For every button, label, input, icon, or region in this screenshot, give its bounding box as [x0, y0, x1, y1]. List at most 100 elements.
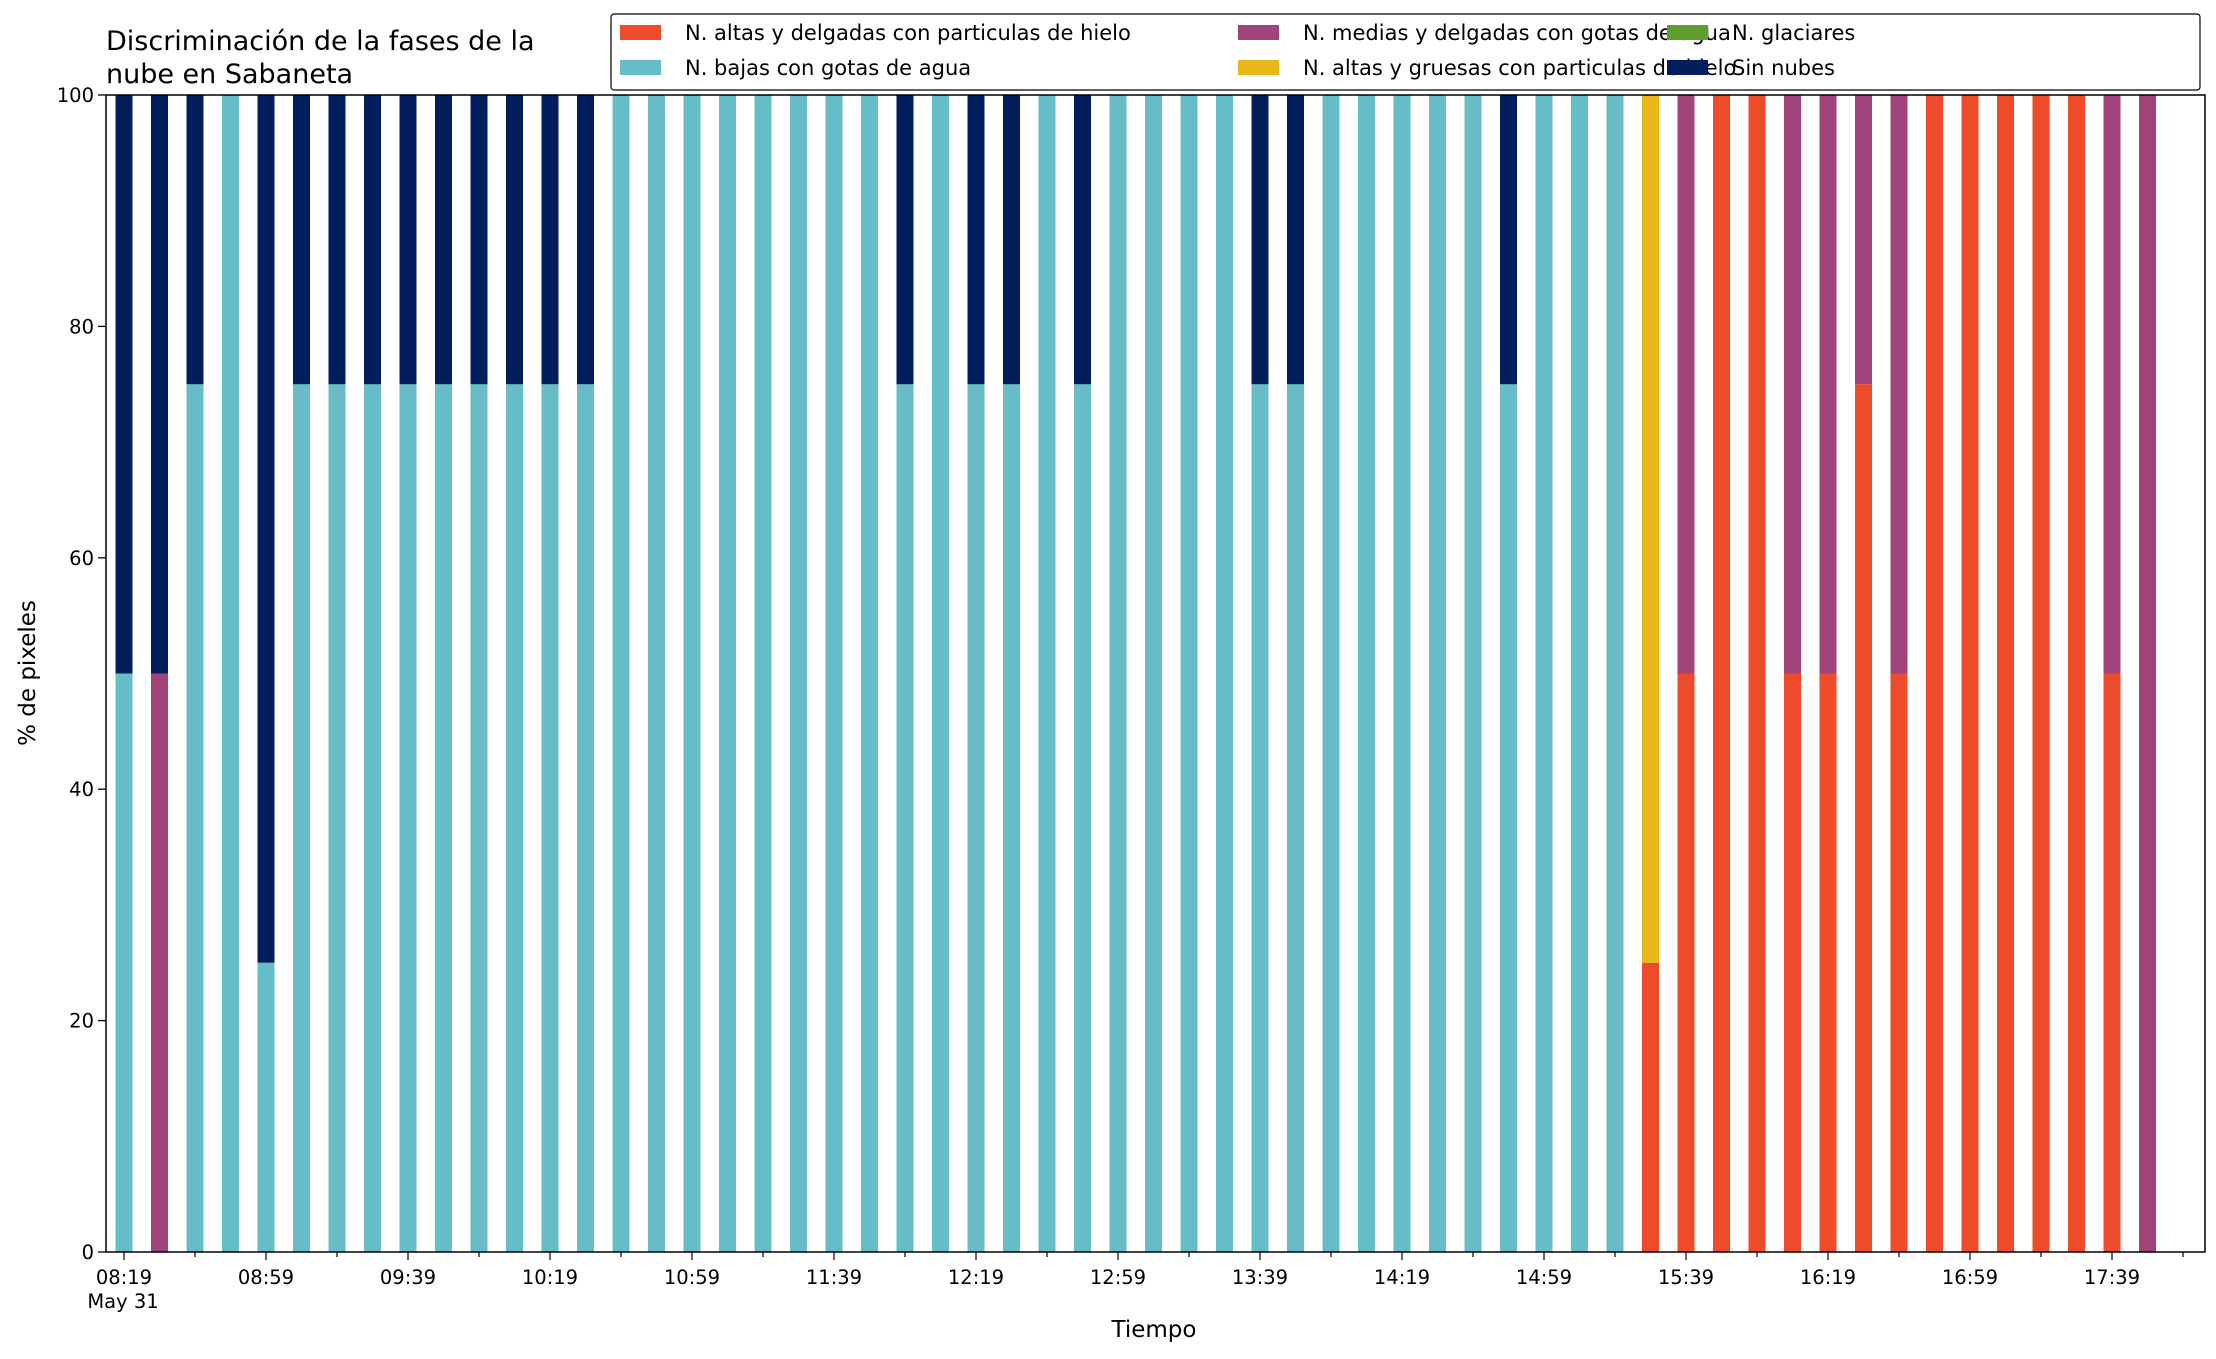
bar-segment-0939-s5 [399, 95, 417, 385]
bar-segment-1419-s2 [1393, 95, 1411, 1252]
bar-segment-1349-s2 [1287, 384, 1304, 1252]
y-tick-label-80: 80 [69, 315, 94, 338]
bar-segment-1609-s4 [1784, 95, 1801, 674]
chart-title-line-1: Discriminación de la fases de la [106, 26, 535, 57]
bar-segment-1529-s1 [1642, 95, 1659, 963]
bar-segment-1349-s5 [1287, 95, 1304, 385]
bar-segment-1449-s5 [1500, 95, 1517, 385]
bar-segment-1519-s2 [1606, 95, 1624, 1252]
bar-segment-1159-s2 [896, 384, 914, 1252]
bar-segment-1129-s2 [790, 95, 807, 1252]
bar-segment-1249-s2 [1074, 384, 1091, 1252]
bar-segment-0959-s5 [470, 95, 488, 385]
bar-segment-1059-s2 [683, 95, 701, 1252]
bar-segment-1029-s5 [577, 95, 594, 385]
bar-segment-0919-s2 [328, 384, 346, 1252]
bar-segment-1539-s4 [1677, 95, 1695, 674]
x-tick-label-1219: 12:19 [948, 1266, 1004, 1289]
bars-group [115, 95, 2156, 1252]
bar-segment-0829-s4 [151, 673, 168, 1252]
legend-label-2: N. bajas con gotas de agua [685, 56, 971, 80]
bar-segment-0909-s2 [293, 384, 310, 1252]
bar-segment-1719-s0 [2032, 95, 2050, 1252]
bar-segment-1119-s2 [754, 95, 772, 1252]
bar-segment-1659-s0 [1961, 95, 1979, 1252]
bar-segment-0929-s5 [364, 95, 381, 385]
bar-segment-1329-s2 [1216, 95, 1233, 1252]
bar-segment-1409-s2 [1358, 95, 1375, 1252]
x-tick-label-1059: 10:59 [664, 1266, 720, 1289]
bar-segment-1219-s5 [967, 95, 985, 385]
x-tick-label-0859: 08:59 [238, 1266, 294, 1289]
bar-segment-1339-s2 [1251, 384, 1269, 1252]
x-tick-label-1019: 10:19 [522, 1266, 578, 1289]
x-tick-label-1259: 12:59 [1090, 1266, 1146, 1289]
bar-segment-1449-s2 [1500, 384, 1517, 1252]
legend-swatch-4 [1238, 25, 1279, 40]
y-axis: 0 20 40 60 80 100 [57, 84, 106, 1264]
bar-segment-1539-s0 [1677, 673, 1695, 1252]
x-tick-label-0939: 09:39 [380, 1266, 436, 1289]
legend-frame [610, 13, 2201, 91]
bar-segment-1009-s5 [506, 95, 523, 385]
legend-swatch-5 [1667, 60, 1708, 75]
bar-segment-1229-s5 [1003, 95, 1020, 385]
x-tick-label-1339: 13:39 [1232, 1266, 1288, 1289]
bar-segment-1219-s2 [967, 384, 985, 1252]
legend-label-3: N. glaciares [1732, 21, 1855, 45]
x-tick-label-1659: 16:59 [1942, 1266, 1998, 1289]
bar-segment-1019-s5 [541, 95, 559, 385]
x-tick-label-1459: 14:59 [1516, 1266, 1572, 1289]
bar-segment-1309-s2 [1145, 95, 1162, 1252]
legend-swatch-2 [620, 60, 661, 75]
bar-segment-1739-s4 [2103, 95, 2121, 674]
bar-segment-1639-s0 [1890, 673, 1908, 1252]
bar-segment-1149-s2 [861, 95, 878, 1252]
bar-segment-0849-s2 [222, 95, 239, 1252]
bar-segment-1619-s0 [1819, 673, 1837, 1252]
bar-segment-1029-s2 [577, 384, 594, 1252]
bar-segment-0819-s2 [115, 673, 133, 1252]
bar-segment-1429-s2 [1429, 95, 1446, 1252]
bar-segment-0949-s5 [435, 95, 452, 385]
legend-swatch-3 [1667, 25, 1708, 40]
legend-label-1: N. altas y gruesas con particulas de hie… [1303, 56, 1736, 80]
bar-segment-1049-s2 [648, 95, 665, 1252]
bar-segment-1229-s2 [1003, 384, 1020, 1252]
y-axis-label: % de pixeles [15, 600, 41, 746]
bar-segment-0949-s2 [435, 384, 452, 1252]
bar-segment-1639-s4 [1890, 95, 1908, 674]
bar-segment-1319-s2 [1180, 95, 1198, 1252]
bar-segment-0829-s5 [151, 95, 168, 674]
bar-segment-1239-s2 [1038, 95, 1056, 1252]
bar-segment-0939-s2 [399, 384, 417, 1252]
legend-label-4: N. medias y delgadas con gotas de agua [1303, 21, 1731, 45]
y-tick-label-0: 0 [82, 1241, 94, 1264]
bar-segment-1749-s4 [2139, 95, 2156, 1252]
bar-segment-1159-s5 [896, 95, 914, 385]
bar-segment-1249-s5 [1074, 95, 1091, 385]
bar-segment-1619-s4 [1819, 95, 1837, 674]
bar-segment-1039-s2 [612, 95, 630, 1252]
bar-segment-1139-s2 [825, 95, 843, 1252]
bar-segment-0919-s5 [328, 95, 346, 385]
bar-segment-1609-s0 [1784, 673, 1801, 1252]
legend-swatch-1 [1238, 60, 1279, 75]
x-tick-label-1539: 15:39 [1658, 1266, 1714, 1289]
bar-segment-1259-s2 [1109, 95, 1127, 1252]
bar-segment-1109-s2 [719, 95, 736, 1252]
bar-segment-0819-s5 [115, 95, 133, 674]
bar-segment-0859-s5 [257, 95, 275, 963]
x-tick-label-1419: 14:19 [1374, 1266, 1430, 1289]
bar-segment-1509-s2 [1571, 95, 1588, 1252]
legend-label-0: N. altas y delgadas con particulas de hi… [685, 21, 1131, 45]
legend-label-5: Sin nubes [1732, 56, 1835, 80]
bar-segment-1559-s0 [1748, 95, 1766, 1252]
bar-segment-1629-s0 [1855, 384, 1872, 1252]
bar-segment-1729-s0 [2068, 95, 2085, 1252]
x-axis-label: Tiempo [1111, 1317, 1197, 1343]
bar-segment-1459-s2 [1535, 95, 1553, 1252]
y-tick-label-100: 100 [57, 84, 94, 107]
chart-title-line-2: nube en Sabaneta [106, 59, 353, 90]
